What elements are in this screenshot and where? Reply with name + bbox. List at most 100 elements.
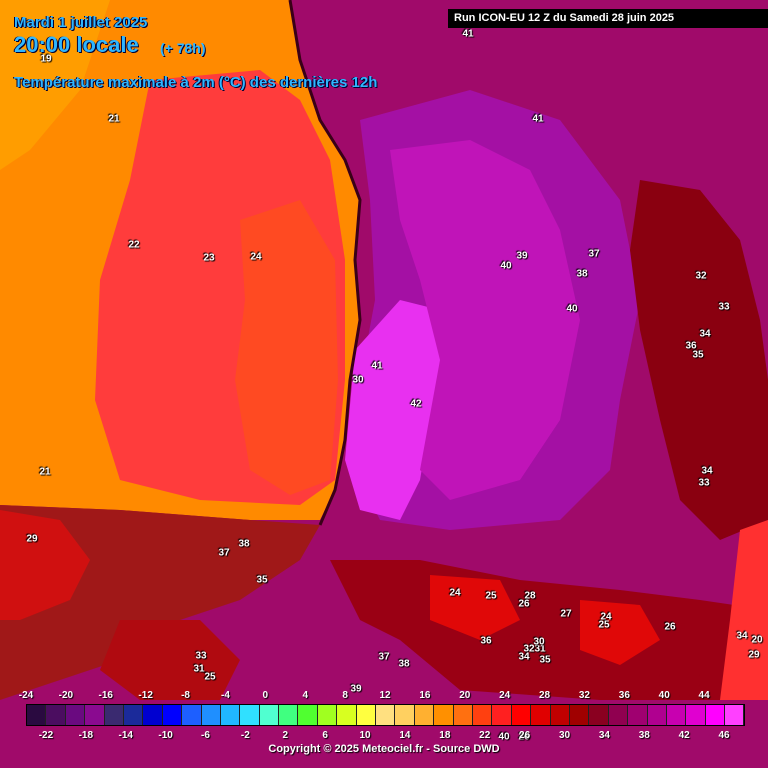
legend-tick-label: 38	[638, 730, 650, 741]
legend-tick-label: 14	[399, 730, 411, 741]
legend-tick-label: 36	[618, 690, 630, 701]
map-value: 32	[695, 270, 707, 282]
legend-tick-label: -8	[181, 690, 190, 701]
very-hot-zone	[390, 140, 580, 500]
map-value: 24	[600, 611, 612, 623]
map-value: 34	[701, 465, 713, 477]
legend-tick-label: 26	[519, 730, 531, 741]
legend-tick-label: 44	[698, 690, 710, 701]
legend-swatch	[569, 705, 590, 725]
legend-swatch	[725, 705, 745, 725]
map-value: 31	[534, 643, 546, 655]
map-value: 37	[588, 248, 600, 260]
legend-tick-label: 4	[302, 690, 308, 701]
legend-swatch	[123, 705, 144, 725]
map-value: 42	[410, 398, 422, 410]
map-value: 22	[128, 239, 140, 251]
map-value: 25	[485, 590, 497, 602]
legend-tick-label: 10	[359, 730, 371, 741]
map-value: 40	[566, 303, 578, 315]
legend-swatch	[628, 705, 648, 725]
legend-swatch	[647, 705, 667, 725]
eastern-mountains	[630, 180, 768, 540]
legend-tick-label: -24	[18, 690, 34, 701]
legend-swatch	[589, 705, 609, 725]
forecast-lead-time: (+ 78h)	[160, 40, 206, 56]
map-value: 36	[685, 340, 697, 352]
map-value: 34	[518, 651, 530, 663]
legend-tick-label: 42	[678, 730, 690, 741]
legend-swatch	[220, 705, 241, 725]
legend-swatch	[376, 705, 396, 725]
parameter-title: Température maximale à 2m (°C) des derni…	[14, 74, 378, 91]
legend-tick-label: 46	[718, 730, 730, 741]
south-west-range	[100, 620, 240, 700]
legend-swatch	[298, 705, 318, 725]
map-value: 26	[664, 621, 676, 633]
map-value: 35	[539, 654, 551, 666]
legend-tick-label: 6	[322, 730, 328, 741]
map-value: 24	[250, 251, 262, 263]
coastline	[288, 0, 362, 526]
color-scale-legend	[26, 704, 746, 726]
legend-tick-label: 18	[439, 730, 451, 741]
map-value: 37	[218, 547, 230, 559]
legend-tick-label: -16	[98, 690, 113, 701]
legend-swatch	[414, 705, 435, 725]
legend-swatch	[143, 705, 163, 725]
map-value: 25	[204, 671, 216, 683]
legend-swatch	[259, 705, 280, 725]
legend-tick-label: 30	[558, 730, 571, 741]
legend-tick-label: 40	[658, 690, 670, 701]
forecast-time: 20:00 locale	[14, 32, 139, 57]
map-value: 41	[462, 28, 474, 40]
legend-tick-label: -2	[240, 730, 250, 741]
legend-tick-label: 8	[342, 690, 348, 701]
map-value: 23	[203, 252, 215, 264]
legend-tick-label: 32	[578, 690, 590, 701]
southwest-hot	[0, 510, 90, 620]
legend-tick-label: 12	[379, 690, 391, 701]
extreme-hot-zone	[345, 300, 445, 520]
legend-tick-label: 2	[282, 730, 289, 741]
map-value: 26	[518, 598, 530, 610]
map-value: 28	[524, 590, 536, 602]
map-value: 40	[500, 260, 512, 272]
map-value: 34	[699, 328, 711, 340]
map-value: 21	[39, 466, 51, 478]
map-value: 37	[378, 651, 390, 663]
legend-swatch	[46, 705, 66, 725]
copyright-notice: Copyright © 2025 Meteociel.fr - Source D…	[268, 743, 500, 755]
map-value: 24	[449, 587, 461, 599]
legend-swatch	[550, 705, 570, 725]
forecast-date: Mardi 1 juillet 2025	[14, 14, 148, 31]
legend-swatch	[492, 705, 512, 725]
map-value: 35	[692, 349, 704, 361]
map-value: 35	[256, 574, 268, 586]
legend-swatch	[27, 705, 47, 725]
sea-nw-corner	[0, 0, 110, 170]
map-value: 41	[371, 360, 383, 372]
legend-swatch	[356, 705, 377, 725]
map-value: 38	[398, 658, 410, 670]
map-value: 25	[598, 619, 610, 631]
map-value: 21	[108, 113, 120, 125]
legend-swatch	[686, 705, 706, 725]
legend-tick-label: -10	[158, 730, 173, 741]
legend-tick-label: -18	[78, 730, 94, 741]
legend-swatch	[317, 705, 338, 725]
south-center-hot-spot	[430, 575, 520, 640]
legend-swatch	[85, 705, 105, 725]
legend-tick-label: 22	[479, 730, 491, 741]
legend-swatch	[162, 705, 183, 725]
legend-tick-label: 28	[538, 690, 551, 701]
legend-swatch	[531, 705, 551, 725]
map-value: 26	[518, 731, 530, 743]
map-value: 31	[193, 663, 205, 675]
map-value: 29	[26, 533, 38, 545]
legend-swatch	[666, 705, 687, 725]
legend-swatch	[240, 705, 260, 725]
legend-tick-label: 0	[262, 690, 269, 701]
map-value: 33	[718, 301, 730, 313]
